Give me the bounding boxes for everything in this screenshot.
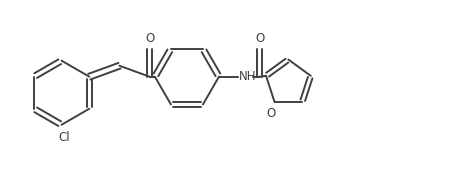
- Text: O: O: [145, 32, 154, 45]
- Text: O: O: [267, 107, 276, 120]
- Text: NH: NH: [239, 70, 257, 83]
- Text: Cl: Cl: [58, 131, 70, 144]
- Text: O: O: [255, 32, 264, 45]
